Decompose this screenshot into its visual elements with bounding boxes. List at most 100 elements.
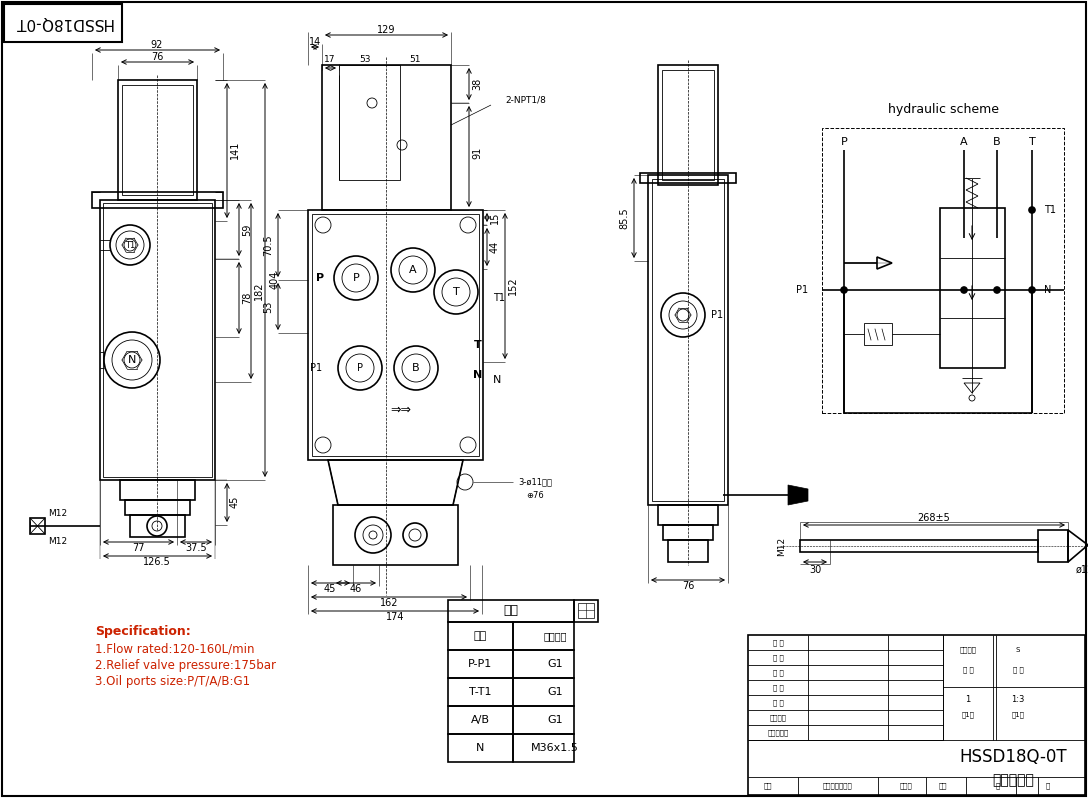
Text: ⊕76: ⊕76 xyxy=(527,491,544,500)
Text: 162: 162 xyxy=(380,598,398,608)
Bar xyxy=(92,192,223,208)
Text: 85.5: 85.5 xyxy=(619,207,629,229)
Circle shape xyxy=(1029,207,1035,213)
Text: 59: 59 xyxy=(242,223,252,236)
Bar xyxy=(4,4,122,42)
Text: 152: 152 xyxy=(508,277,518,295)
Text: 更改内容或说明: 更改内容或说明 xyxy=(824,783,853,789)
Bar xyxy=(448,650,514,678)
Text: 第1张: 第1张 xyxy=(1012,712,1025,718)
Text: 制 图: 制 图 xyxy=(772,654,783,662)
Text: P: P xyxy=(316,273,324,283)
Text: A: A xyxy=(961,137,968,147)
Text: 129: 129 xyxy=(376,25,395,35)
Text: P1: P1 xyxy=(710,310,724,320)
Text: M12: M12 xyxy=(48,509,67,519)
Bar xyxy=(339,65,400,180)
Bar xyxy=(448,706,514,734)
Text: 标准化检查: 标准化检查 xyxy=(767,729,789,737)
Text: T-T1: T-T1 xyxy=(469,687,492,697)
Text: G1: G1 xyxy=(547,687,562,697)
Text: P: P xyxy=(841,137,848,147)
Text: 46: 46 xyxy=(350,584,362,594)
Text: T1: T1 xyxy=(493,293,505,303)
Text: 37.5: 37.5 xyxy=(185,543,207,553)
Text: 共1张: 共1张 xyxy=(962,712,975,718)
Text: 45: 45 xyxy=(230,496,240,508)
Text: 91: 91 xyxy=(472,147,482,159)
Text: 38: 38 xyxy=(472,78,482,90)
Bar xyxy=(514,706,574,734)
Bar xyxy=(749,635,1085,795)
Text: N: N xyxy=(473,370,483,380)
Bar xyxy=(125,500,190,515)
Bar xyxy=(514,622,574,650)
Text: 17: 17 xyxy=(324,56,336,65)
Text: 182: 182 xyxy=(254,282,264,300)
Bar xyxy=(322,65,452,210)
Bar xyxy=(129,515,185,537)
Text: 141: 141 xyxy=(230,140,240,159)
Text: N: N xyxy=(493,375,502,385)
Text: 图样标记: 图样标记 xyxy=(960,646,977,654)
Circle shape xyxy=(994,287,1000,293)
Text: G1: G1 xyxy=(547,715,562,725)
Text: 设 计: 设 计 xyxy=(772,640,783,646)
Text: T1: T1 xyxy=(125,240,135,250)
Bar xyxy=(448,622,514,650)
Text: A: A xyxy=(409,265,417,275)
Bar xyxy=(940,208,1005,368)
Bar xyxy=(122,85,193,195)
Text: T: T xyxy=(453,287,459,297)
Text: M12: M12 xyxy=(48,538,67,547)
Text: 一联多路阀: 一联多路阀 xyxy=(992,773,1034,787)
Text: 77: 77 xyxy=(132,543,145,553)
Bar xyxy=(448,678,514,706)
Polygon shape xyxy=(788,485,808,505)
Bar xyxy=(658,65,718,185)
Text: 15: 15 xyxy=(490,211,500,224)
Bar xyxy=(118,80,197,200)
Text: 工艺检查: 工艺检查 xyxy=(769,715,787,721)
Text: HSSD18Q-0T: HSSD18Q-0T xyxy=(13,15,112,30)
Text: 更改人: 更改人 xyxy=(900,783,913,789)
Text: 92: 92 xyxy=(151,40,163,50)
Circle shape xyxy=(961,287,967,293)
Text: 1: 1 xyxy=(965,696,970,705)
Bar xyxy=(514,650,574,678)
Text: 53: 53 xyxy=(263,301,273,313)
Text: 审 对: 审 对 xyxy=(772,700,783,706)
Bar xyxy=(312,214,479,456)
Text: 404: 404 xyxy=(270,271,280,289)
Circle shape xyxy=(1029,287,1035,293)
Text: 2-NPT1/8: 2-NPT1/8 xyxy=(506,96,546,105)
Text: N: N xyxy=(1044,285,1051,295)
Text: ⇒⇒: ⇒⇒ xyxy=(391,404,411,417)
Text: 70.5: 70.5 xyxy=(263,234,273,256)
Text: P: P xyxy=(353,273,359,283)
Text: 校 对: 校 对 xyxy=(772,685,783,691)
Text: B: B xyxy=(412,363,420,373)
Text: 126.5: 126.5 xyxy=(144,557,171,567)
Text: 阀体: 阀体 xyxy=(504,605,519,618)
Text: 美制螺纹: 美制螺纹 xyxy=(543,631,567,641)
Bar xyxy=(823,128,1064,413)
Text: 3-ø11通孔: 3-ø11通孔 xyxy=(518,477,552,487)
Text: B: B xyxy=(993,137,1001,147)
Text: 30: 30 xyxy=(808,565,821,575)
Text: 1:3: 1:3 xyxy=(1012,696,1025,705)
Bar xyxy=(333,505,458,565)
Text: S: S xyxy=(1016,647,1021,653)
Text: A/B: A/B xyxy=(470,715,490,725)
Bar xyxy=(640,173,735,183)
Text: G1: G1 xyxy=(547,659,562,669)
Text: 45: 45 xyxy=(324,584,336,594)
Text: 日期: 日期 xyxy=(939,783,948,789)
Bar xyxy=(103,203,212,477)
Text: 78: 78 xyxy=(242,292,252,304)
Text: 76: 76 xyxy=(682,581,694,591)
Text: 3.Oil ports size:P/T/A/B:G1: 3.Oil ports size:P/T/A/B:G1 xyxy=(95,674,250,688)
Bar xyxy=(448,734,514,762)
Bar xyxy=(514,734,574,762)
Bar xyxy=(1038,530,1068,562)
